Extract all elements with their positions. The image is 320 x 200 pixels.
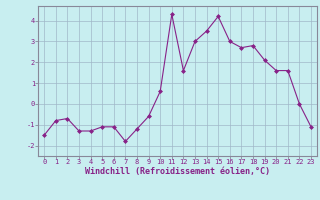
- X-axis label: Windchill (Refroidissement éolien,°C): Windchill (Refroidissement éolien,°C): [85, 167, 270, 176]
